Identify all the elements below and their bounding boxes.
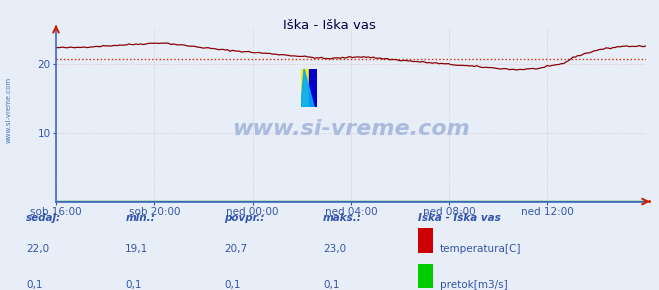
- Text: pretok[m3/s]: pretok[m3/s]: [440, 280, 507, 289]
- Text: temperatura[C]: temperatura[C]: [440, 244, 521, 254]
- Text: 20,7: 20,7: [224, 244, 247, 254]
- Text: www.si-vreme.com: www.si-vreme.com: [232, 119, 470, 139]
- Bar: [301, 69, 309, 107]
- Text: sedaj:: sedaj:: [26, 213, 61, 223]
- Text: Iška - Iška vas: Iška - Iška vas: [283, 19, 376, 32]
- Text: maks.:: maks.:: [323, 213, 362, 223]
- Text: povpr.:: povpr.:: [224, 213, 264, 223]
- Text: Iška - Iška vas: Iška - Iška vas: [418, 213, 501, 223]
- Text: www.si-vreme.com: www.si-vreme.com: [5, 77, 11, 143]
- Text: 0,1: 0,1: [323, 280, 339, 289]
- Text: 0,1: 0,1: [125, 280, 142, 289]
- Text: 0,1: 0,1: [224, 280, 241, 289]
- Text: 23,0: 23,0: [323, 244, 346, 254]
- Text: min.:: min.:: [125, 213, 155, 223]
- Text: 0,1: 0,1: [26, 280, 43, 289]
- Text: 19,1: 19,1: [125, 244, 148, 254]
- Polygon shape: [301, 69, 314, 107]
- Bar: [309, 69, 317, 107]
- Bar: [418, 228, 433, 253]
- Text: 22,0: 22,0: [26, 244, 49, 254]
- Bar: [418, 264, 433, 288]
